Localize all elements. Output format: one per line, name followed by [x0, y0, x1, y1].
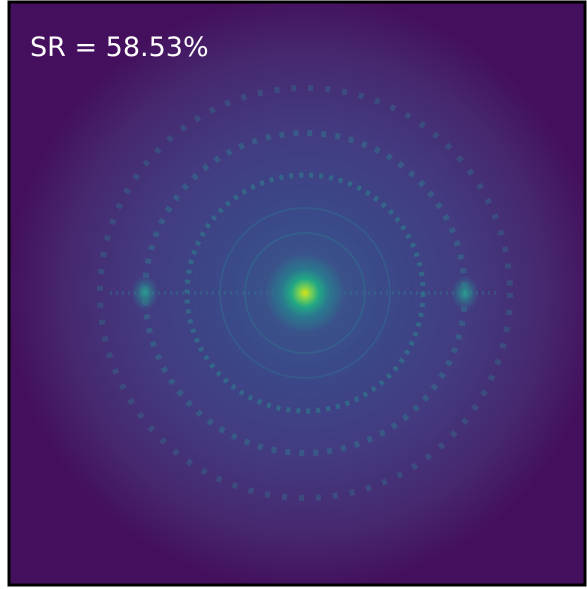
side-lobe — [451, 275, 479, 311]
side-lobe — [131, 275, 159, 311]
strehl-ratio-label: SR = 58.53% — [30, 32, 209, 63]
psf-core — [265, 253, 345, 333]
